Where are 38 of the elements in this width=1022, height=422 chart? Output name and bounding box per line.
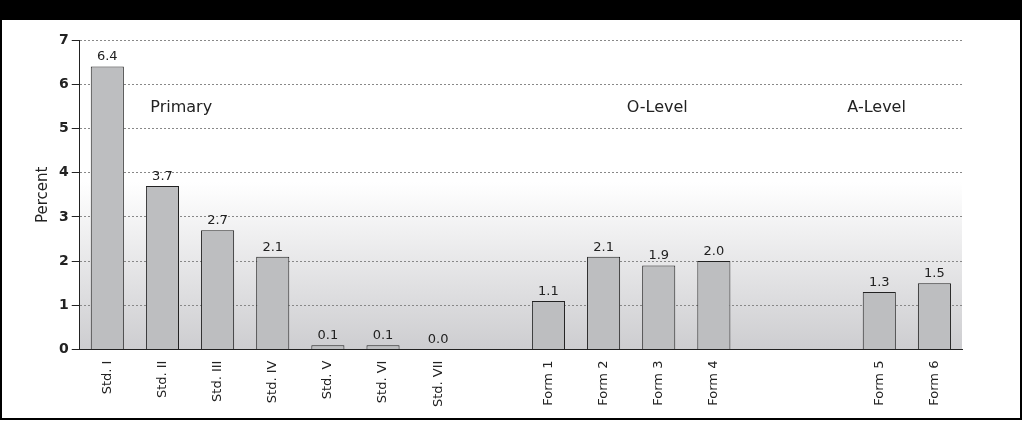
- data-label: 0.1: [372, 327, 394, 343]
- y-axis-title: Percent: [32, 166, 51, 224]
- x-tick-label: Std. VII: [429, 360, 445, 408]
- data-label: 3.7: [152, 167, 173, 183]
- data-label: 1.9: [648, 247, 670, 263]
- y-tick-label: 4: [58, 163, 69, 180]
- annotation: A-Level: [847, 97, 906, 117]
- y-tick-label: 6: [58, 74, 69, 91]
- x-tick-label: Std. VI: [374, 360, 390, 404]
- data-label: 2.0: [703, 243, 725, 258]
- x-tick-label: Std. I: [98, 360, 114, 395]
- x-tick-label: Form 6: [925, 360, 941, 406]
- annotation: Primary: [150, 97, 213, 117]
- data-label: 0.1: [317, 327, 339, 343]
- y-tick-label: 2: [58, 251, 69, 268]
- y-tick-label: 7: [58, 30, 69, 47]
- y-tick-label: 5: [58, 119, 69, 136]
- x-tick-label: Form 4: [705, 360, 721, 406]
- x-tick-label: Form 2: [594, 360, 610, 406]
- data-label: 0.0: [427, 331, 449, 347]
- x-tick-label: Std. II: [153, 360, 169, 399]
- x-tick-label: Form 3: [650, 360, 666, 406]
- data-label: 2.1: [593, 238, 614, 254]
- y-tick-label: 1: [58, 295, 69, 312]
- x-tick-label: Std. V: [319, 360, 335, 400]
- annotation: O-Level: [626, 97, 688, 117]
- y-tick-label: 0: [58, 340, 69, 357]
- data-label: 1.3: [868, 273, 890, 289]
- x-tick-label: Form 5: [870, 360, 886, 406]
- x-tick-label: Form 1: [539, 360, 555, 406]
- data-label: 1.5: [924, 265, 945, 281]
- data-label: 2.1: [262, 238, 284, 254]
- x-tick-label: Std. III: [208, 360, 224, 402]
- data-label: 2.7: [207, 212, 228, 228]
- x-tick-label: Std. IV: [264, 360, 280, 404]
- data-label: 6.4: [96, 48, 118, 64]
- data-label: 1.1: [538, 282, 559, 298]
- y-tick-label: 3: [58, 207, 69, 224]
